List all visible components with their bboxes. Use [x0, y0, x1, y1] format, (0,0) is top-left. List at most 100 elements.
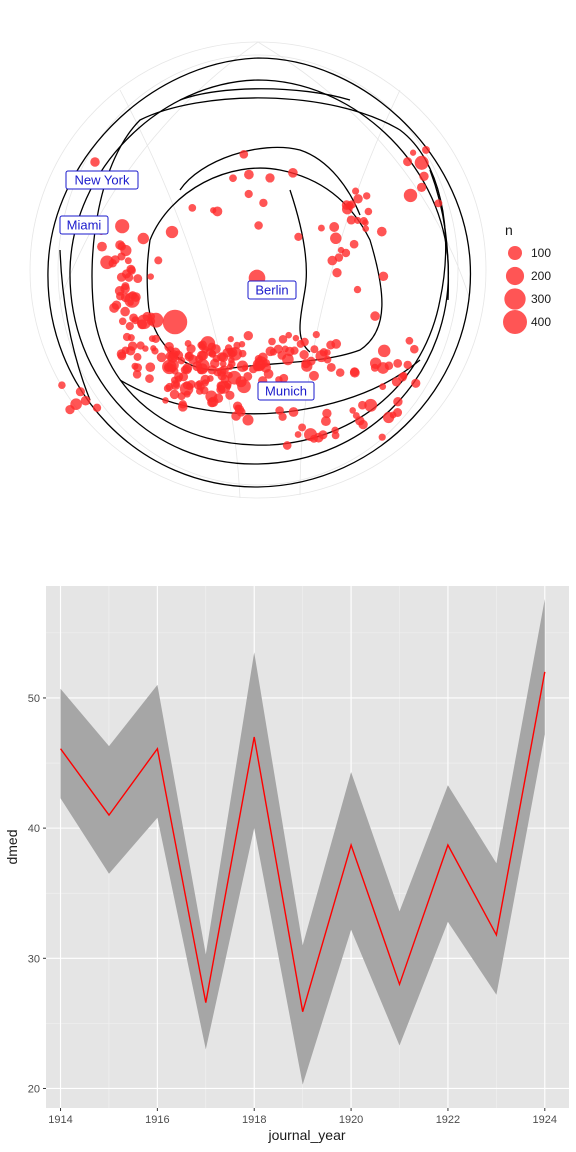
map-point-253 — [331, 431, 340, 440]
map-point-194 — [133, 353, 142, 361]
svg-text:Berlin: Berlin — [255, 283, 288, 298]
map-point-295 — [414, 155, 429, 170]
confidence-ribbon — [60, 599, 545, 1085]
east-coast — [429, 169, 450, 301]
map-point-74 — [184, 351, 194, 362]
map-point-284 — [244, 189, 253, 199]
line-chart: 1914 1916 1918 1920 1922 1924 20 30 40 50 journa… — [4, 586, 569, 1143]
map-point-166 — [111, 300, 122, 310]
x-tick-label: 1914 — [48, 1114, 72, 1126]
map-point-298 — [419, 171, 429, 181]
map-point-238 — [288, 407, 299, 417]
map-point-266 — [137, 232, 150, 245]
map-point-164 — [296, 339, 305, 348]
map-point-105 — [142, 345, 149, 352]
map-point-224 — [359, 217, 368, 225]
map-point-251 — [318, 430, 328, 440]
map-point-280 — [393, 397, 403, 407]
map-points — [58, 145, 443, 450]
map-point-121 — [278, 335, 288, 344]
map-point-191 — [151, 334, 160, 343]
map-point-285 — [259, 198, 268, 208]
y-axis: 20 30 40 50 — [28, 693, 46, 1095]
map-point-147 — [241, 364, 249, 371]
map-point-305 — [92, 403, 102, 412]
map-point-80 — [185, 382, 194, 391]
map-point-126 — [201, 345, 209, 354]
map-point-203 — [118, 317, 127, 326]
map-point-154 — [319, 348, 328, 357]
city-label-munich: Munich — [257, 381, 315, 401]
map-point-255 — [115, 219, 130, 234]
map-point-209 — [317, 224, 325, 232]
map-point-115 — [213, 393, 224, 403]
y-tick-label: 40 — [28, 823, 40, 835]
map-point-283 — [239, 149, 249, 159]
map-point-297 — [409, 149, 417, 156]
map-point-136 — [299, 350, 309, 360]
map-point-19 — [145, 362, 156, 373]
map-point-34 — [177, 392, 186, 401]
map-point-210 — [349, 239, 359, 249]
map-point-55 — [177, 356, 186, 365]
map-point-293 — [210, 207, 217, 214]
size-legend: n 100 200 300 400 — [503, 222, 551, 334]
map-point-269 — [97, 241, 107, 252]
map-point-200 — [146, 317, 156, 326]
map-point-230 — [320, 416, 331, 427]
map-point-237 — [275, 406, 284, 415]
map-point-84 — [183, 390, 191, 398]
x-axis-title: journal_year — [267, 1127, 345, 1143]
map-point-270 — [411, 378, 421, 388]
map-point-195 — [122, 332, 132, 342]
map-point-303 — [80, 395, 91, 406]
map-point-201 — [156, 352, 167, 363]
map-point-111 — [196, 380, 203, 387]
map-point-241 — [352, 412, 360, 420]
map-point-211 — [332, 268, 342, 278]
x-tick-label: 1920 — [339, 1114, 363, 1126]
series-line-dmed — [59, 671, 546, 1012]
svg-text:Munich: Munich — [265, 384, 307, 399]
map-point-227 — [341, 248, 351, 258]
map-point-133 — [207, 365, 217, 375]
map-point-239 — [358, 400, 367, 410]
map-point-101 — [218, 352, 229, 362]
map-point-143 — [281, 345, 289, 353]
map-point-279 — [403, 360, 412, 370]
map-point-244 — [358, 419, 368, 430]
map-point-125 — [335, 368, 345, 377]
map-point-247 — [309, 434, 318, 443]
map-point-212 — [378, 271, 389, 282]
map-point-137 — [253, 363, 261, 372]
map-point-193 — [137, 319, 148, 330]
map-point-216 — [352, 187, 360, 195]
map-point-304 — [75, 387, 85, 397]
map-point-202 — [147, 273, 154, 280]
map-point-28 — [186, 344, 196, 354]
legend-label-400: 400 — [531, 315, 551, 329]
map-point-310 — [124, 292, 140, 308]
map-point-117 — [219, 365, 229, 375]
europe-coast — [146, 167, 383, 371]
map-point-286 — [254, 221, 263, 230]
map-point-162 — [277, 351, 287, 360]
map-point-148 — [350, 367, 360, 377]
north-coast — [179, 88, 351, 101]
map-point-299 — [403, 188, 418, 203]
map-point-177 — [150, 345, 157, 352]
map-point-314 — [377, 362, 389, 374]
map-point-114 — [145, 374, 154, 383]
legend-key-100 — [508, 246, 522, 260]
map-point-228 — [341, 200, 352, 210]
map-point-85 — [254, 355, 263, 363]
map-point-128 — [265, 346, 276, 357]
map-point-275 — [410, 344, 419, 354]
map-point-40 — [227, 335, 234, 343]
map-point-71 — [237, 379, 251, 394]
map-point-226 — [353, 194, 363, 204]
x-tick-label: 1922 — [436, 1114, 460, 1126]
map-point-248 — [322, 408, 332, 419]
map-point-276 — [399, 371, 408, 380]
map-point-183 — [133, 274, 143, 284]
